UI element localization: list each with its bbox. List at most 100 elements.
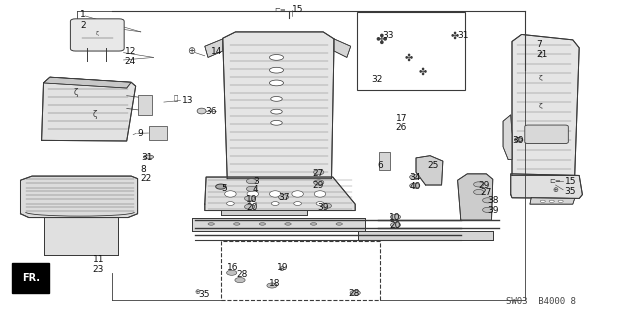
Text: 26: 26	[396, 123, 407, 132]
FancyBboxPatch shape	[525, 125, 568, 144]
Ellipse shape	[558, 200, 563, 203]
Ellipse shape	[410, 183, 420, 188]
Bar	[138, 95, 152, 115]
Text: 19: 19	[276, 263, 288, 272]
Ellipse shape	[336, 223, 342, 225]
Text: FR.: FR.	[22, 273, 40, 283]
Ellipse shape	[549, 200, 554, 203]
Text: 30: 30	[512, 136, 524, 145]
Text: 15: 15	[292, 5, 303, 14]
Text: ζ: ζ	[96, 31, 99, 36]
Text: 10: 10	[389, 213, 401, 222]
Polygon shape	[334, 39, 351, 57]
Text: 9: 9	[138, 130, 143, 138]
Polygon shape	[530, 198, 575, 204]
Ellipse shape	[483, 207, 493, 212]
Polygon shape	[44, 217, 118, 255]
Text: 33: 33	[383, 31, 394, 40]
Polygon shape	[358, 231, 493, 240]
Text: ✤: ✤	[419, 67, 426, 77]
Bar	[221, 241, 380, 300]
Ellipse shape	[225, 191, 236, 197]
Text: 14: 14	[211, 47, 223, 56]
Bar	[357, 12, 465, 90]
FancyBboxPatch shape	[70, 19, 124, 51]
Text: 34: 34	[410, 173, 421, 182]
Text: 27: 27	[480, 189, 492, 197]
Text: 5: 5	[221, 184, 227, 193]
Ellipse shape	[269, 67, 284, 73]
Ellipse shape	[292, 191, 303, 197]
Text: 23: 23	[93, 265, 104, 274]
Text: 16: 16	[227, 263, 239, 272]
Ellipse shape	[267, 283, 277, 288]
Text: 2: 2	[80, 21, 86, 30]
Ellipse shape	[244, 196, 255, 201]
Text: ζ: ζ	[539, 52, 543, 58]
Text: 11: 11	[93, 256, 104, 264]
Ellipse shape	[321, 203, 332, 208]
Ellipse shape	[285, 223, 291, 225]
Text: 7: 7	[536, 40, 542, 48]
Text: ✤: ✤	[375, 33, 387, 47]
Text: 38: 38	[488, 197, 499, 205]
Text: 29: 29	[312, 181, 324, 189]
Ellipse shape	[269, 80, 284, 86]
Ellipse shape	[271, 120, 282, 125]
Text: 6: 6	[378, 161, 383, 170]
Polygon shape	[221, 210, 307, 215]
Text: ζ: ζ	[539, 75, 543, 81]
Ellipse shape	[234, 223, 240, 225]
Text: 31: 31	[141, 153, 152, 162]
Text: 27: 27	[312, 169, 324, 178]
Text: 31: 31	[458, 31, 469, 40]
Ellipse shape	[310, 223, 317, 225]
Ellipse shape	[269, 191, 281, 197]
Ellipse shape	[474, 182, 484, 187]
Text: ✤: ✤	[404, 52, 412, 63]
Text: ⊕: ⊕	[552, 187, 559, 193]
Ellipse shape	[208, 223, 214, 225]
Ellipse shape	[216, 184, 226, 189]
Text: 36: 36	[205, 107, 216, 116]
Ellipse shape	[246, 179, 257, 184]
Text: 35: 35	[564, 187, 576, 196]
Text: 29: 29	[479, 181, 490, 189]
Ellipse shape	[540, 200, 545, 203]
Polygon shape	[416, 156, 443, 185]
Text: 1: 1	[80, 10, 86, 19]
Polygon shape	[192, 218, 365, 231]
Polygon shape	[511, 174, 582, 198]
Polygon shape	[205, 177, 355, 211]
Polygon shape	[458, 174, 493, 220]
Ellipse shape	[271, 109, 282, 114]
Ellipse shape	[143, 155, 154, 159]
Text: ζ: ζ	[92, 110, 97, 119]
Ellipse shape	[483, 198, 493, 203]
Text: 15: 15	[564, 177, 576, 186]
Text: 37: 37	[278, 193, 290, 202]
Polygon shape	[503, 115, 512, 160]
Text: ⊕: ⊕	[187, 46, 195, 56]
Text: ⌒: ⌒	[174, 94, 178, 101]
Ellipse shape	[227, 270, 237, 275]
Text: 28: 28	[349, 289, 360, 298]
Bar	[379, 152, 390, 170]
Ellipse shape	[515, 137, 522, 142]
Text: 3: 3	[253, 177, 259, 186]
Text: 22: 22	[141, 174, 152, 183]
Text: SW03  B4000 8: SW03 B4000 8	[506, 297, 575, 306]
Polygon shape	[205, 39, 223, 57]
Ellipse shape	[294, 202, 301, 205]
Ellipse shape	[235, 278, 245, 283]
Text: ✤: ✤	[451, 31, 458, 41]
Ellipse shape	[410, 174, 420, 180]
Text: 12: 12	[125, 47, 136, 56]
Ellipse shape	[350, 290, 360, 295]
Text: 32: 32	[371, 75, 383, 84]
Ellipse shape	[269, 55, 284, 60]
Text: 39: 39	[488, 206, 499, 215]
Text: 21: 21	[536, 50, 548, 59]
Text: 18: 18	[269, 279, 280, 288]
Polygon shape	[20, 176, 138, 218]
